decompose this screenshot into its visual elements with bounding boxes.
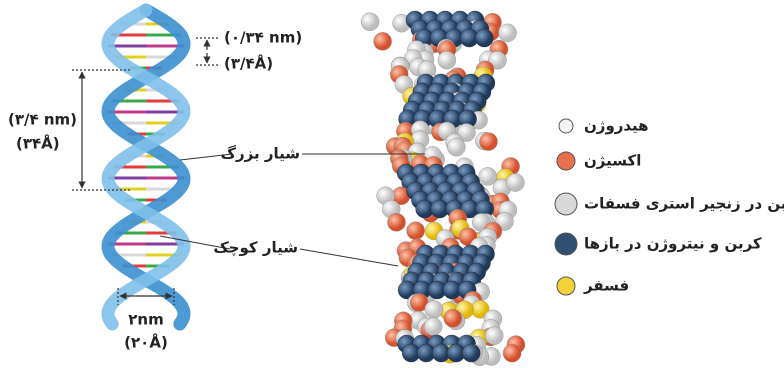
width-label: (۲۰Å): [124, 333, 168, 352]
atom: [506, 173, 524, 191]
atom: [424, 318, 442, 336]
legend-swatch: [557, 277, 575, 295]
groove-label: شیار بزرگ: [221, 145, 300, 163]
double-helix: [108, 10, 184, 324]
pitch-label: (۳/۴Å): [224, 54, 273, 73]
legend-swatch: [555, 233, 577, 255]
atom: [444, 309, 462, 327]
legend: هیدروژن اکسیژن کربن در زنجیر استری فسفات کر…: [555, 117, 784, 296]
atom: [479, 167, 497, 185]
atom: [438, 51, 456, 69]
legend-label: کربن و نیتروژن در بازها: [584, 235, 762, 253]
atom: [388, 213, 406, 231]
atom: [374, 32, 392, 50]
atom: [475, 29, 493, 47]
legend-label: کربن در زنجیر استری فسفات: [584, 195, 784, 213]
atom: [480, 133, 498, 151]
atom: [503, 344, 521, 362]
atom: [361, 13, 379, 31]
pitch-label: (۰/۳۴ nm): [224, 29, 302, 47]
legend-label: هیدروژن: [584, 117, 649, 135]
atom: [447, 138, 465, 156]
legend-label: اکسیژن: [584, 152, 641, 170]
turn-label: (۳/۴ nm): [8, 111, 77, 129]
atom: [485, 327, 503, 345]
space-filling-model: [361, 11, 525, 366]
atom: [425, 300, 443, 318]
width-label: ۲nm: [128, 311, 163, 329]
diagram: (۰/۳۴ nm) (۳/۴Å) (۳/۴ nm) (۳۴Å) شیار بزر…: [0, 0, 784, 368]
turn-label: (۳۴Å): [16, 134, 60, 153]
legend-swatch: [557, 152, 575, 170]
page: {"labels": { "pitch_small_nm": "(۰/۳۴ nm…: [0, 0, 784, 368]
atom: [499, 24, 517, 42]
legend-label: فسفر: [583, 277, 629, 295]
atom: [462, 344, 480, 362]
legend-swatch: [559, 119, 573, 133]
groove-label: شیار کوچک: [213, 239, 298, 258]
legend-swatch: [555, 193, 577, 215]
atom: [407, 222, 425, 240]
